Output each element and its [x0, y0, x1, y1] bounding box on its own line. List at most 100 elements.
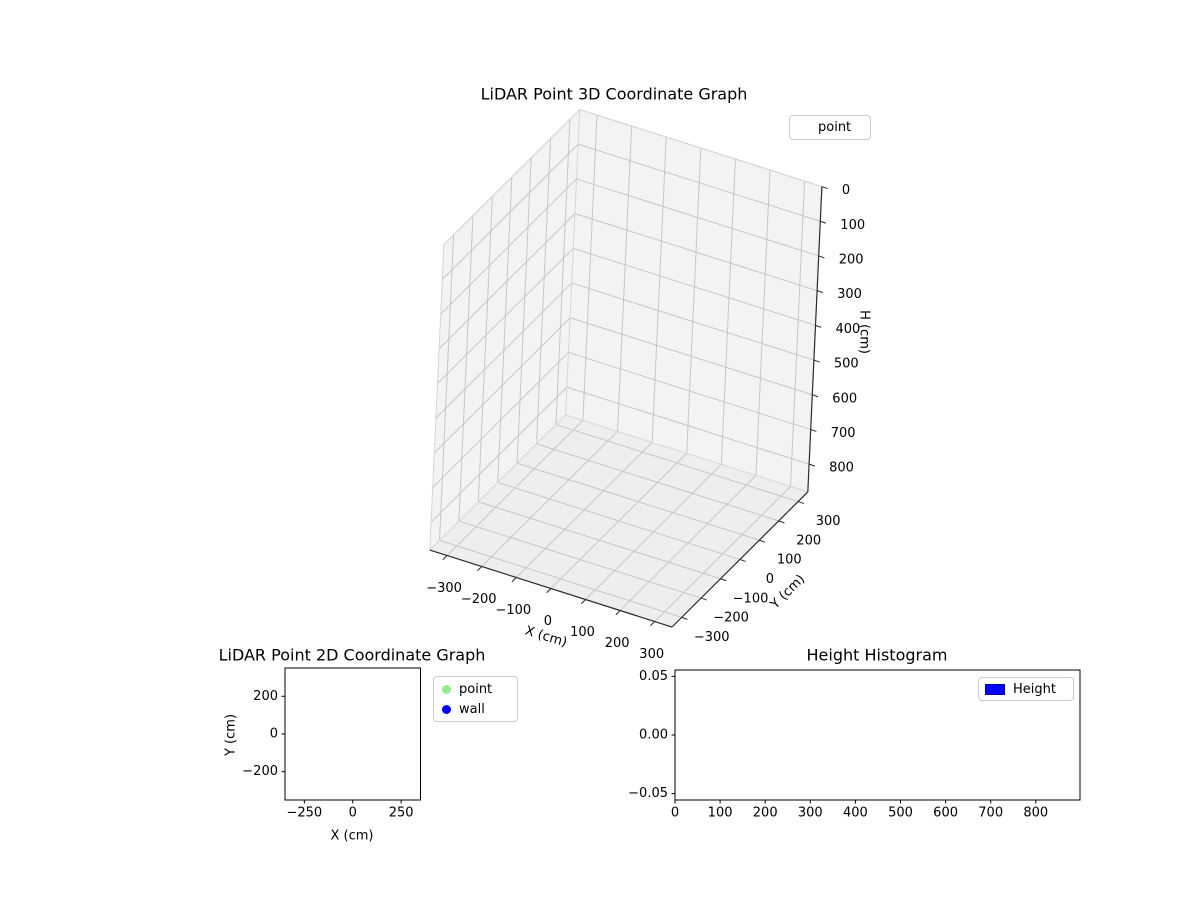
grid-line [433, 317, 571, 454]
chart-3d-legend: point [789, 115, 871, 140]
x-tick-label: 100 [708, 806, 733, 821]
y-tick [700, 597, 707, 601]
grid-line [571, 282, 815, 361]
z-tick [818, 255, 825, 259]
x-tick-label: 400 [843, 806, 868, 821]
x-tick-label: −300 [426, 581, 462, 596]
y-tick [778, 520, 785, 524]
x-tick-label: 200 [753, 806, 778, 821]
axes-2d: −250 0 250 200 0 −200 [242, 667, 421, 821]
y-tick [720, 578, 727, 582]
z-tick-label: 600 [832, 391, 857, 406]
z-tick [821, 186, 828, 190]
grid-line [574, 213, 818, 292]
x-tick [477, 566, 483, 572]
z-tick-label: 800 [829, 461, 854, 476]
grid-line [576, 178, 819, 257]
grid-line [617, 126, 633, 432]
wall-marker-icon [442, 704, 451, 714]
z-tick [810, 428, 817, 432]
box-edge [443, 109, 581, 246]
grid-line [582, 115, 598, 421]
legend-label-wall: wall [459, 701, 485, 717]
y-tick-label: 200 [796, 533, 821, 548]
grid-line [790, 181, 806, 487]
x-tick-label: 200 [605, 636, 630, 651]
x-tick [650, 621, 656, 627]
y-tick [739, 558, 746, 562]
axes-2d-frame [284, 667, 421, 801]
x-tick-label: 0 [349, 806, 357, 821]
grid-line [573, 247, 816, 326]
x-tick-label: 500 [888, 806, 913, 821]
grid-line [438, 213, 576, 350]
z-tick-label: 700 [831, 426, 856, 441]
legend-label-point: point [459, 681, 493, 697]
legend-label-height: Height [1013, 681, 1056, 697]
x-tick-label: 300 [798, 806, 823, 821]
y-tick-label: 300 [816, 514, 841, 529]
point-marker-icon [442, 684, 451, 694]
chart-2d-x-axis-label: X (cm) [330, 828, 374, 844]
grid-line [432, 352, 569, 488]
z-tick [815, 324, 822, 328]
grid-line [477, 196, 493, 502]
grid-line [654, 486, 791, 622]
grid-line [536, 138, 552, 444]
grid-line [568, 351, 811, 430]
grid-line [497, 177, 513, 483]
y-tick-label: −300 [694, 630, 730, 645]
x-axis-line [429, 549, 673, 628]
box-edge [429, 414, 566, 551]
z-tick [808, 463, 815, 467]
chart-2d-y-axis-label: Y (cm) [223, 713, 239, 757]
x-tick-label: 0 [544, 614, 552, 629]
y-tick-label: 200 [253, 689, 278, 704]
z-tick-label: 0 [842, 183, 850, 198]
y-tick-label: −100 [733, 591, 769, 606]
grid-line [651, 137, 667, 443]
y-tick [797, 501, 804, 505]
grid-line [435, 282, 573, 419]
grid-line [515, 442, 653, 578]
grid-line [569, 317, 813, 396]
grid-line [437, 247, 574, 384]
box-edge [579, 109, 823, 188]
legend-label-point-3d: point [818, 120, 852, 135]
y-tick-label: 100 [777, 553, 802, 568]
grid-line [555, 119, 571, 425]
box-edge [565, 414, 808, 493]
grid-line [441, 143, 579, 280]
chart-3d-z-axis-label: H (cm) [856, 310, 872, 354]
histogram-legend: Height [978, 677, 1074, 701]
grid-line [439, 234, 455, 541]
x-tick-label: 250 [389, 806, 414, 821]
x-tick-label: −250 [286, 806, 322, 821]
y-tick-label: 0 [270, 727, 278, 742]
x-tick [580, 599, 586, 605]
grid-line [585, 464, 722, 600]
x-tick-label: 100 [570, 625, 595, 640]
grid-line [755, 170, 771, 476]
histogram-title: Height Histogram [806, 645, 948, 665]
axes-3d: −300−200−1000100200300−300−200−100010020… [426, 109, 865, 662]
grid-line [430, 386, 568, 523]
x-tick-label: 800 [1023, 806, 1048, 821]
z-tick [813, 359, 820, 363]
grid-line [720, 159, 736, 465]
z-tick-label: 500 [834, 357, 859, 372]
z-tick-label: 300 [837, 287, 862, 302]
legend-entry-wall: wall [436, 699, 507, 719]
y-tick-label: −200 [242, 764, 278, 779]
grid-line [566, 386, 810, 465]
z-tick-label: 400 [836, 322, 861, 337]
z-axis-line [807, 186, 823, 492]
z-tick [812, 394, 819, 398]
y-tick-label: 0.00 [639, 728, 668, 743]
y-tick [759, 539, 766, 543]
y-tick-label: 0 [766, 572, 774, 587]
z-tick [820, 220, 827, 224]
grid-line [481, 431, 618, 567]
grid-line [577, 143, 821, 222]
